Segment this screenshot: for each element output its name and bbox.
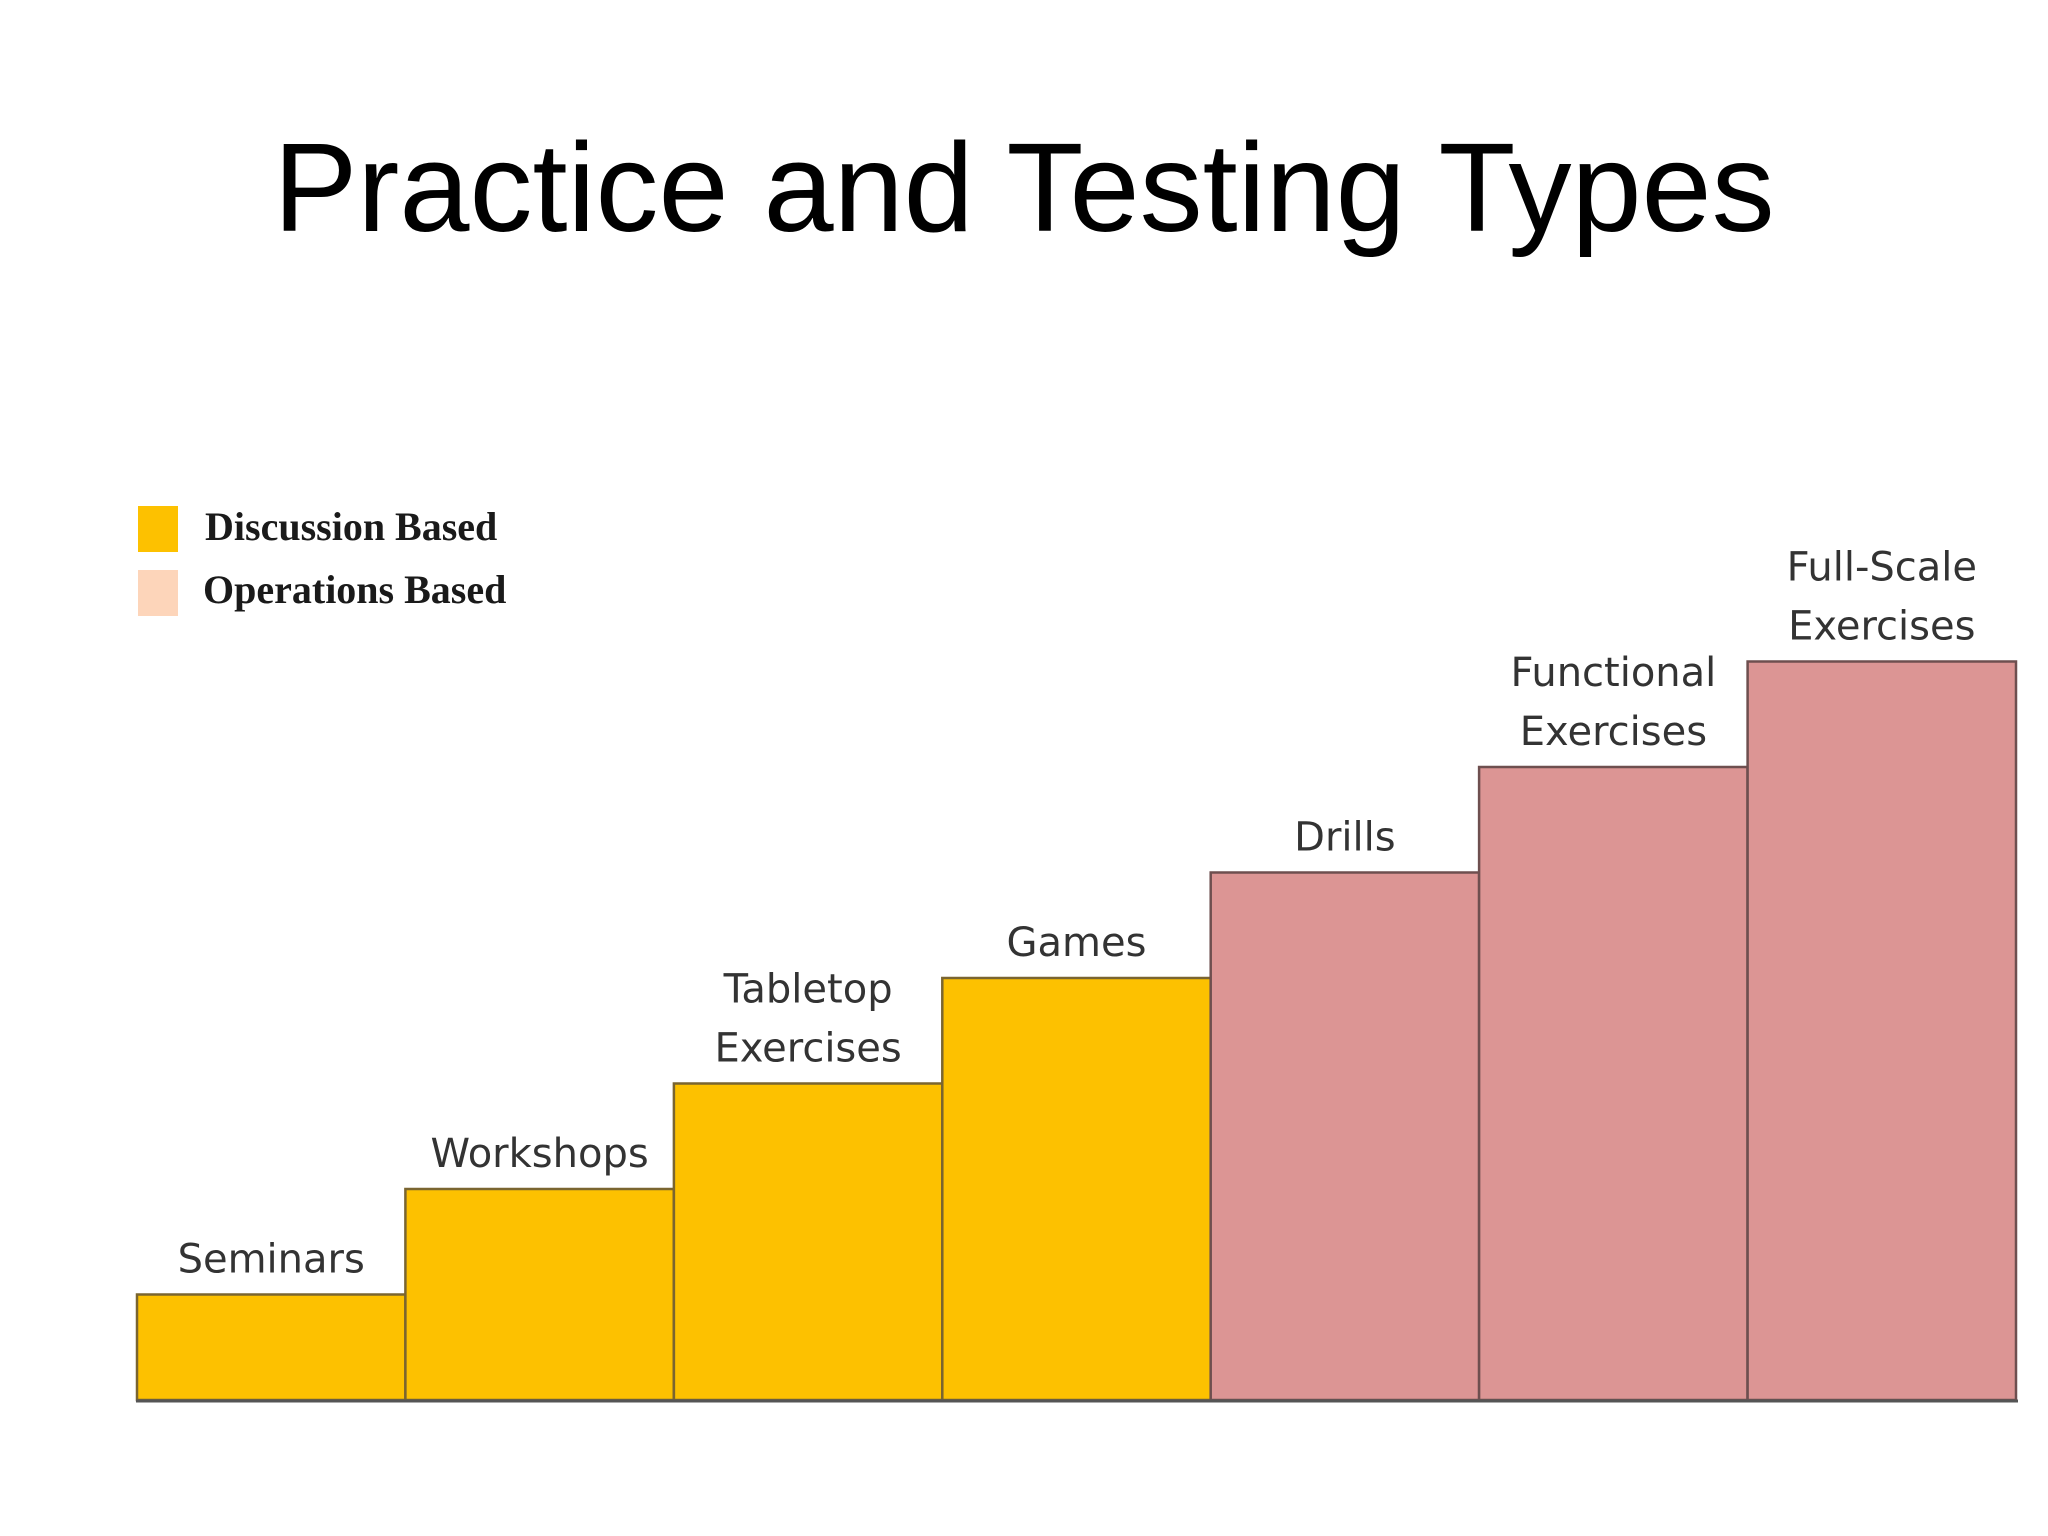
bar-seminars	[135, 1293, 407, 1402]
bar-label-drills: Drills	[1294, 815, 1395, 861]
bar-tabletop-exercises	[672, 1082, 944, 1402]
legend-label-operations: Operations Based	[203, 567, 506, 612]
chart-bar-labels: Seminars Workshops Tabletop Exercises Games D…	[178, 545, 1977, 1283]
bar-label-games: Games	[1007, 920, 1147, 966]
slide-title: Practice and Testing Types	[273, 117, 1775, 258]
bar-label-exercises: Exercises	[714, 1026, 901, 1072]
bar-label-workshops: Workshops	[431, 1131, 649, 1177]
bar-label-exercises: Exercises	[1520, 709, 1707, 755]
bar-workshops	[404, 1187, 676, 1402]
bar-drills	[1209, 871, 1481, 1402]
bar-label-seminars: Seminars	[178, 1237, 365, 1283]
bar-label-functional: Functional	[1511, 650, 1717, 696]
bar-label-exercises: Exercises	[1788, 604, 1975, 650]
chart-legend: Discussion Based Operations Based	[138, 504, 506, 616]
legend-label-discussion: Discussion Based	[205, 504, 497, 549]
legend-swatch-discussion	[138, 506, 178, 552]
chart-bars	[135, 660, 2018, 1402]
bar-functional-exercises	[1477, 765, 1749, 1402]
bar-label-full-scale: Full-Scale	[1787, 545, 1977, 591]
legend-swatch-operations	[138, 570, 178, 616]
bar-full-scale-exercises	[1746, 660, 2018, 1402]
bar-games	[941, 976, 1212, 1402]
bar-label-tabletop: Tabletop	[723, 967, 893, 1013]
